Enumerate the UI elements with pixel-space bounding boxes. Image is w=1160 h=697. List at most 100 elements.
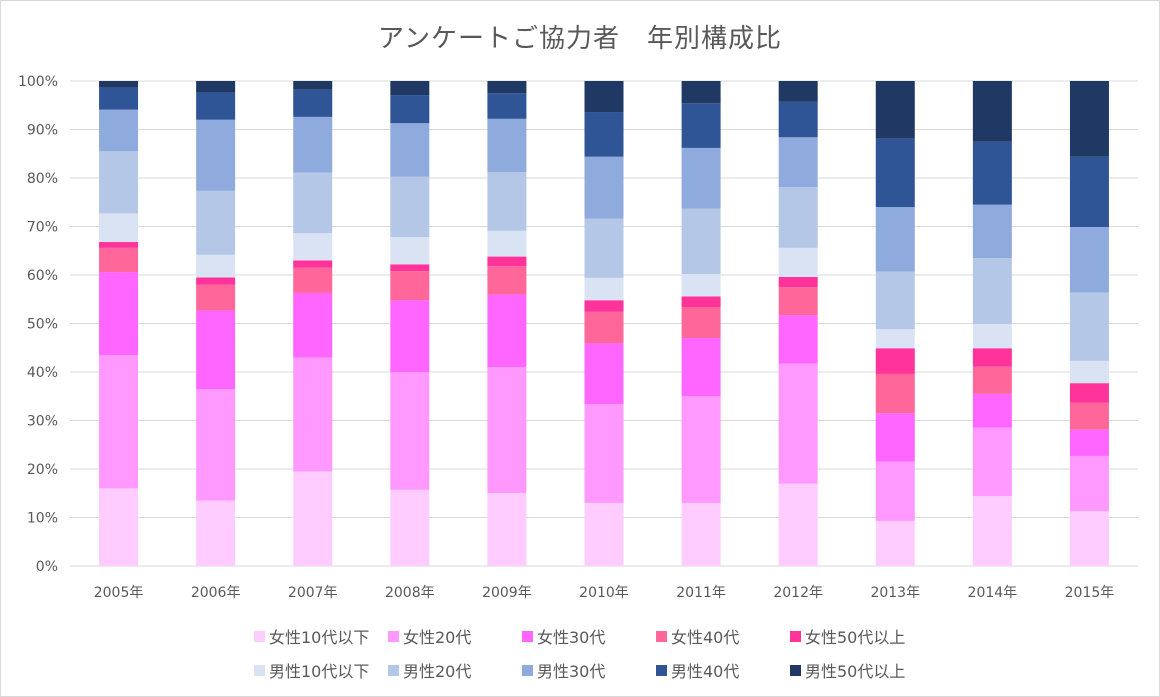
bar-segment — [196, 119, 236, 191]
bar-segment — [487, 93, 527, 119]
bar-segment — [99, 81, 139, 88]
y-tick-label: 50% — [27, 317, 58, 333]
bar-segment — [487, 256, 527, 267]
bar-segment — [584, 81, 624, 113]
bar-segment — [390, 300, 430, 372]
x-tick-label: 2013年 — [870, 585, 920, 601]
bar-segment — [681, 338, 721, 397]
bar-segment — [584, 404, 624, 503]
bar-segment — [875, 461, 915, 521]
y-tick-label: 20% — [27, 462, 58, 478]
bar-segment — [196, 389, 236, 501]
x-tick-label: 2008年 — [385, 585, 435, 601]
bar-segment — [1069, 292, 1109, 361]
bar-segment — [487, 81, 527, 94]
bar-segment — [584, 112, 624, 157]
bar-segment — [778, 287, 818, 316]
bar-segment — [681, 103, 721, 148]
bar-segment — [875, 373, 915, 414]
bar-segment — [778, 187, 818, 248]
bar-segment — [681, 502, 721, 566]
bar-segment — [390, 237, 430, 265]
y-tick-label: 100% — [18, 74, 58, 90]
y-tick-label: 30% — [27, 414, 58, 430]
bar-segment — [875, 81, 915, 139]
bar-segment — [293, 89, 333, 117]
bar-segment — [293, 471, 333, 566]
x-tick-label: 2010年 — [579, 585, 629, 601]
bar-segment — [1069, 156, 1109, 227]
bar-segment — [681, 147, 721, 209]
bar-segment — [1069, 383, 1109, 403]
bar-segment — [584, 156, 624, 219]
bar-segment — [487, 118, 527, 173]
bar-segment — [778, 315, 818, 364]
x-tick-label: 2005年 — [94, 585, 144, 601]
bar-segment — [875, 520, 915, 566]
bar-segment — [875, 271, 915, 330]
bar-segment — [584, 311, 624, 344]
bar-segment — [584, 343, 624, 405]
x-tick-label: 2011年 — [676, 585, 726, 601]
y-tick-label: 80% — [27, 171, 58, 187]
bar-segment — [681, 296, 721, 308]
y-tick-label: 40% — [27, 365, 58, 381]
bar-segment — [584, 218, 624, 278]
bar-segment — [390, 264, 430, 272]
bar-segment — [196, 81, 236, 93]
x-tick-label: 2007年 — [288, 585, 338, 601]
bar-segment — [99, 247, 139, 273]
bar-segment — [487, 493, 527, 566]
bar-segment — [972, 81, 1012, 142]
bar-segment — [487, 294, 527, 368]
bar-segment — [99, 272, 139, 356]
bar-segment — [1069, 455, 1109, 512]
bar-segment — [390, 95, 430, 124]
bar-segment — [196, 92, 236, 120]
y-tick-label: 70% — [27, 220, 58, 236]
bar-segment — [293, 81, 333, 90]
bar-segment — [487, 367, 527, 494]
bar-segment — [196, 500, 236, 566]
bar-segment — [1069, 511, 1109, 566]
bar-segment — [972, 141, 1012, 205]
bar-segment — [972, 496, 1012, 566]
bar-segment — [196, 254, 236, 278]
y-tick-label: 10% — [27, 511, 58, 527]
bar-segment — [99, 242, 139, 248]
bar-segment — [99, 151, 139, 214]
y-tick-label: 90% — [27, 123, 58, 139]
bar-segment — [972, 204, 1012, 259]
bar-segment — [681, 208, 721, 275]
bar-segment — [293, 172, 333, 234]
bar-segment — [390, 489, 430, 566]
bar-segment — [972, 427, 1012, 497]
bar-segment — [196, 310, 236, 390]
x-tick-label: 2015年 — [1065, 585, 1115, 601]
bar-segment — [390, 176, 430, 238]
x-tick-label: 2006年 — [191, 585, 241, 601]
bar-segment — [390, 123, 430, 177]
bar-segment — [584, 502, 624, 566]
bar-segment — [293, 267, 333, 293]
bar-segment — [1069, 429, 1109, 456]
bar-segment — [972, 366, 1012, 394]
bar-segment — [778, 483, 818, 566]
bar-segment — [99, 488, 139, 566]
bar-segment — [293, 116, 333, 173]
bar-segment — [1069, 226, 1109, 293]
bar-segment — [584, 300, 624, 312]
bar-segment — [1069, 360, 1109, 384]
bar-segment — [778, 101, 818, 138]
chart-title: アンケートご協力者 年別構成比 — [378, 24, 782, 54]
y-tick-label: 60% — [27, 268, 58, 284]
bar-segment — [972, 348, 1012, 367]
bar-segment — [681, 81, 721, 104]
bar-segment — [99, 355, 139, 489]
bar-segment — [875, 329, 915, 349]
bar-segment — [778, 247, 818, 277]
bar-segment — [390, 271, 430, 301]
bar-segment — [487, 266, 527, 295]
